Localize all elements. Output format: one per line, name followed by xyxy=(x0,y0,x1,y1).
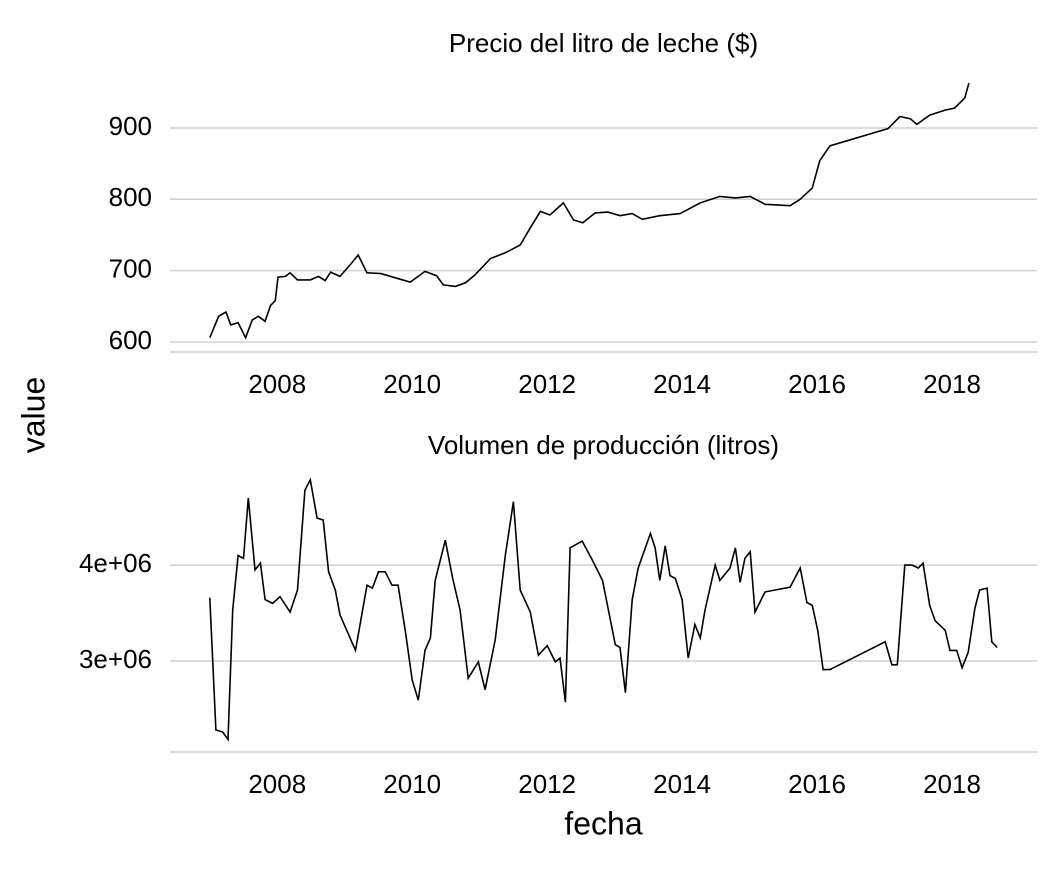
data-line xyxy=(209,477,998,742)
y-tick-label: 900 xyxy=(109,111,152,141)
y-tick-label: 800 xyxy=(109,182,152,212)
panel-title: Volumen de producción (litros) xyxy=(428,430,779,460)
panel-title: Precio del litro de leche ($) xyxy=(449,28,758,58)
x-tick-label: 2016 xyxy=(788,769,846,799)
x-tick-label: 2018 xyxy=(923,769,981,799)
x-tick-label: 2012 xyxy=(518,369,576,399)
y-tick-label: 600 xyxy=(109,325,152,355)
x-tick-label: 2012 xyxy=(518,769,576,799)
y-axis-label: value xyxy=(15,377,51,454)
x-tick-label: 2014 xyxy=(653,769,711,799)
x-tick-label: 2014 xyxy=(653,369,711,399)
y-tick-label: 4e+06 xyxy=(79,548,152,578)
y-tick-label: 3e+06 xyxy=(79,644,152,674)
y-tick-label: 700 xyxy=(109,254,152,284)
x-axis-label: fecha xyxy=(564,805,642,841)
x-tick-label: 2008 xyxy=(248,769,306,799)
x-tick-label: 2008 xyxy=(248,369,306,399)
x-tick-label: 2018 xyxy=(923,369,981,399)
data-line xyxy=(209,82,970,340)
x-tick-label: 2016 xyxy=(788,369,846,399)
x-tick-label: 2010 xyxy=(383,369,441,399)
x-tick-label: 2010 xyxy=(383,769,441,799)
